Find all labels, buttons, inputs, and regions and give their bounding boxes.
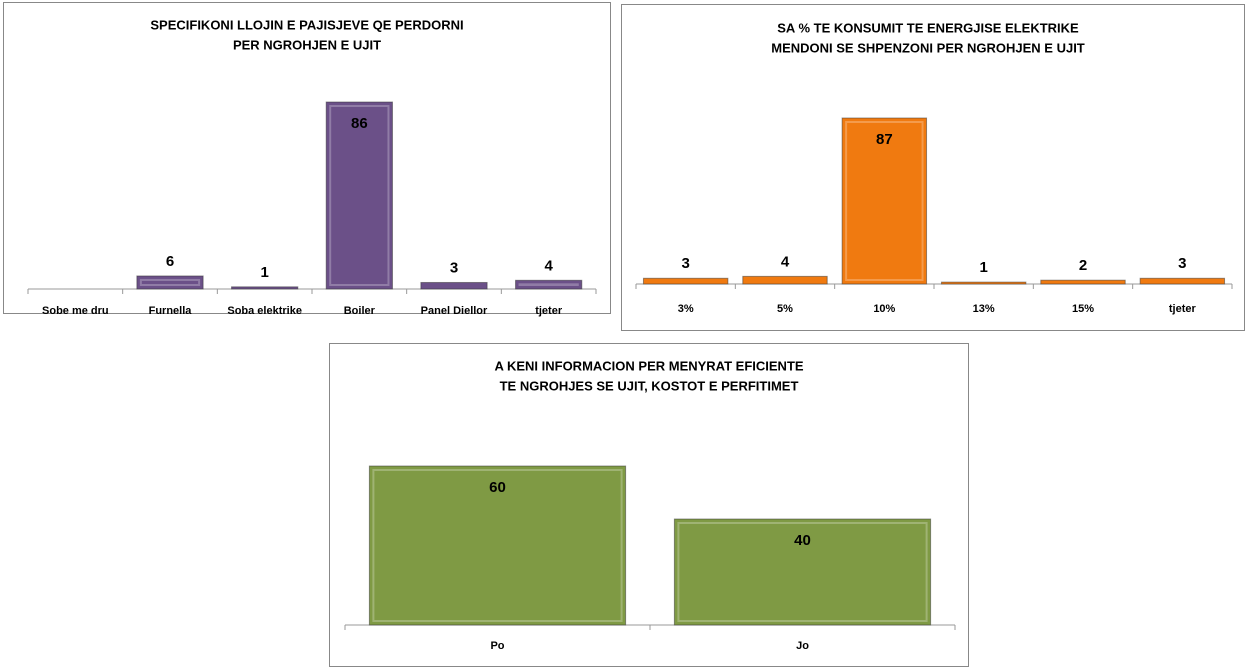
bar [1139,277,1226,285]
bar [368,465,627,626]
chart-title: SPECIFIKONI LLOJIN E PAJISJEVE QE PERDOR… [150,17,463,32]
chart-title: TE NGROHJES SE UJIT, KOSTOT E PERFITIMET [500,378,799,393]
bar-bevel [329,105,390,286]
data-label: 60 [489,479,506,496]
x-tick-label: Furnella [149,305,193,317]
data-label: 87 [876,131,893,148]
bar [420,281,488,290]
bar [231,286,299,290]
x-tick-label: Po [490,640,504,652]
data-label: 3 [1178,255,1186,272]
x-tick-label: Sobe me dru [42,305,109,317]
data-label: 86 [351,115,368,132]
x-tick-label: Boiler [344,305,376,317]
chart-title: PER NGROHJEN E UJIT [233,37,381,52]
bar-bevel [677,522,928,622]
chart-title: SA % TE KONSUMIT TE ENERGJISE ELEKTRIKE [777,20,1079,35]
x-tick-label: 15% [1072,303,1094,315]
data-label: 4 [781,253,790,270]
bar-bevel [518,283,579,287]
x-tick-label: 5% [777,303,793,315]
bar [1040,279,1126,285]
x-tick-label: 10% [873,303,895,315]
bar-bevel [845,121,924,281]
chart-frame [3,2,611,314]
data-label: 4 [544,257,553,274]
data-label: 1 [979,259,987,276]
data-label: 3 [450,259,458,276]
data-label: 2 [1079,257,1087,274]
bar [136,275,204,290]
bar-bevel [372,469,623,622]
bar [673,518,932,626]
x-tick-label: tjeter [1169,303,1197,315]
bar [642,277,729,285]
x-tick-label: Soba elektrike [227,305,302,317]
data-label: 6 [166,253,174,270]
bar [742,275,828,285]
bar [325,101,393,290]
data-label: 40 [794,532,811,549]
chart-title: A KENI INFORMACION PER MENYRAT EFICIENTE [494,358,803,373]
data-label: 1 [260,264,268,281]
chart-frame [329,343,969,667]
x-tick-label: 3% [678,303,694,315]
data-label: 3 [681,255,689,272]
bar [940,281,1027,285]
chart-frame [621,4,1245,331]
x-tick-label: Panel Diellor [421,305,488,317]
x-tick-label: tjeter [535,305,563,317]
bar-bevel [139,278,201,287]
chart-title: MENDONI SE SHPENZONI PER NGROHJEN E UJIT [771,40,1085,55]
x-tick-label: Jo [796,640,809,652]
bar [841,117,928,285]
bar [515,279,583,290]
x-tick-label: 13% [973,303,995,315]
